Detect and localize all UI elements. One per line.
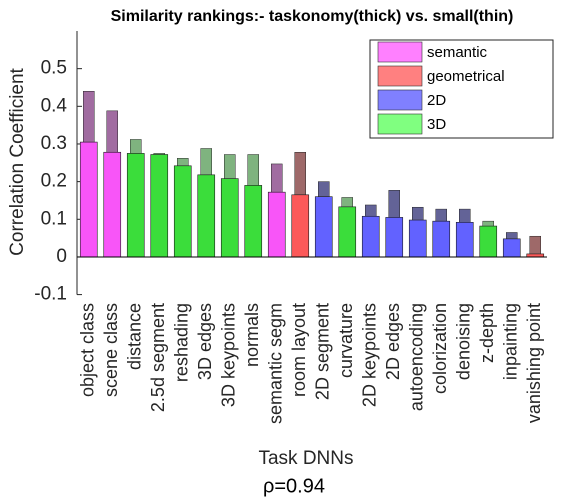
y-tick-label: -0.1 (34, 284, 67, 305)
legend-swatch (377, 89, 423, 111)
y-tick-label: 0.1 (41, 208, 67, 229)
y-tick-label: 0.5 (41, 58, 67, 79)
thick-bar (479, 225, 498, 258)
y-tick-label: 0.3 (41, 133, 67, 154)
x-tick-label: 3D edges (195, 303, 215, 380)
x-tick-label: autoencoding (407, 303, 427, 411)
y-axis-label: Correlation Coefficient (7, 67, 28, 255)
y-tick-label: 0 (56, 246, 67, 267)
thick-bar (314, 196, 333, 258)
annotation: ρ=0.94 (263, 475, 325, 497)
thick-bar (150, 154, 169, 258)
thick-bar (502, 238, 521, 258)
thick-bar (455, 221, 474, 258)
thick-bar (291, 194, 310, 258)
x-tick-label: colorization (430, 303, 450, 394)
x-tick-label: 2D keypoints (360, 303, 380, 407)
y-tick-label: 0.2 (41, 171, 67, 192)
legend-label: semantic (427, 44, 488, 61)
thick-bar (220, 178, 239, 258)
x-tick-label: denoising (454, 303, 474, 380)
x-tick-label: 2D edges (383, 303, 403, 380)
x-tick-label: vanishing point (524, 303, 544, 423)
x-tick-label: inpainting (501, 303, 521, 380)
y-tick-label: 0.4 (41, 95, 68, 116)
thick-bar (197, 174, 216, 258)
legend-label: geometrical (427, 68, 505, 85)
thick-bar (79, 141, 98, 258)
thick-bar (126, 153, 145, 258)
thick-bar (385, 217, 404, 258)
chart-title: Similarity rankings:- taskonomy(thick) v… (111, 8, 514, 25)
x-tick-label: 2D segment (313, 303, 333, 400)
x-tick-label: curvature (336, 303, 356, 378)
legend-swatch (377, 113, 423, 135)
x-tick-label: scene class (101, 303, 121, 397)
x-tick-label: 3D keypoints (219, 303, 239, 407)
thick-bar (361, 215, 380, 258)
thick-bar (432, 220, 451, 258)
thick-bar (244, 185, 263, 258)
x-axis-label: Task DNNs (258, 448, 353, 469)
x-tick-label: reshading (172, 303, 192, 382)
legend-swatch (377, 65, 423, 87)
thick-bar (103, 151, 122, 258)
x-tick-label: normals (242, 303, 262, 367)
x-tick-label: z-depth (477, 303, 497, 363)
legend-label: 2D (427, 92, 446, 109)
thick-bar (408, 219, 427, 258)
thick-bar (267, 191, 286, 258)
thick-bar (173, 165, 192, 258)
legend-label: 3D (427, 116, 446, 133)
x-tick-label: object class (78, 303, 98, 397)
x-tick-label: room layout (289, 303, 309, 397)
legend-swatch (377, 41, 423, 63)
x-tick-label: distance (125, 303, 145, 370)
x-tick-label: semantic segm (266, 303, 286, 424)
thick-bar (338, 206, 357, 258)
x-tick-label: 2.5d segment (148, 303, 168, 412)
